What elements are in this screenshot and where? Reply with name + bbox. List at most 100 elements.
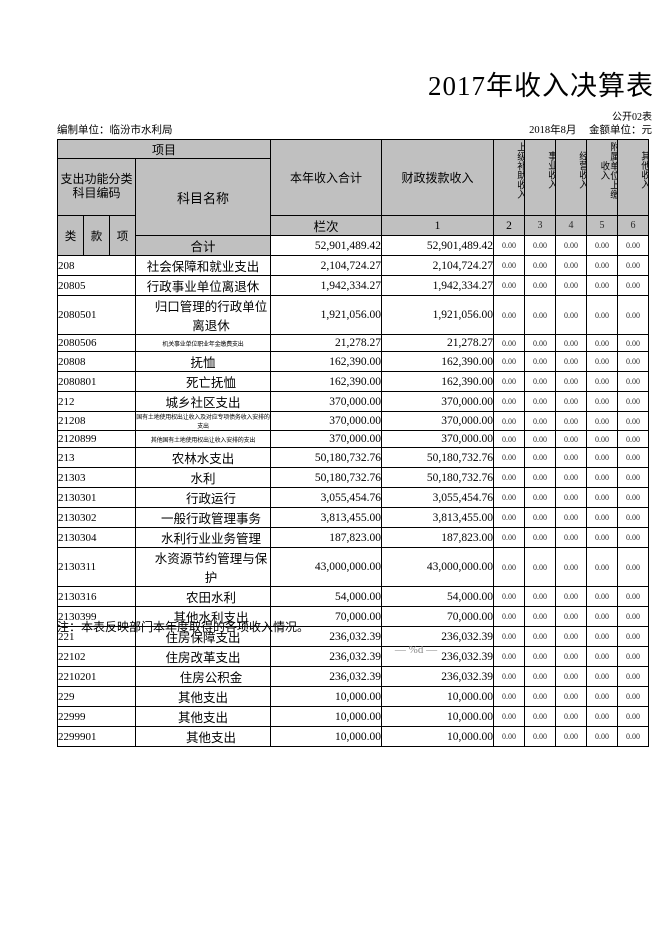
table-note: 注：本表反映部门本年度取得的各项收入情况。: [57, 620, 310, 634]
row-year-total: 236,032.39: [270, 646, 383, 667]
header-row-2: 支出功能分类科目编码 科目名称: [57, 158, 649, 236]
row-superior-subsidy: 0.00: [493, 686, 526, 707]
row-fiscal-appropriation: 10,000.00: [381, 686, 495, 707]
total-label: 合计: [134, 235, 272, 256]
row-code: 2120899: [57, 430, 136, 448]
income-settlement-table: 项目 本年收入合计 财政拨款收入 上级补助收入 事业收入 经营收入 附属单位上缴…: [56, 139, 650, 747]
row-fiscal-appropriation: 162,390.00: [381, 371, 495, 392]
header-row-lanci: 类 款 项 栏次 1 2 3 4 5 6 7: [57, 215, 650, 256]
row-year-total: 10,000.00: [270, 726, 383, 747]
row-business-income: 0.00: [524, 706, 557, 727]
row-business-income: 0.00: [524, 255, 557, 276]
table-row: 20805 行政事业单位离退休 1,942,334.27 1,942,334.27 0.…: [57, 275, 650, 296]
header-operating-income: 经营收入: [555, 139, 588, 216]
row-code: 20808: [57, 351, 136, 372]
row-superior-subsidy: 0.00: [493, 255, 526, 276]
header-code-lei: 类: [57, 215, 84, 256]
row-business-income: 0.00: [524, 646, 557, 667]
row-year-total: 162,390.00: [270, 351, 383, 372]
row-subject-name: 水利行业业务管理: [134, 527, 272, 548]
row-affiliated-unit: 0.00: [586, 411, 619, 431]
row-other-income: 0.00: [617, 646, 650, 667]
row-business-income: 0.00: [524, 275, 557, 296]
row-operating-income: 0.00: [555, 334, 588, 352]
row-year-total: 50,180,732.76: [270, 467, 383, 488]
row-other-income: 0.00: [617, 391, 650, 412]
row-operating-income: 0.00: [555, 275, 588, 296]
row-other-income: 0.00: [617, 487, 650, 508]
row-business-income: 0.00: [524, 371, 557, 392]
row-subject-name: 归口管理的行政单位离退休: [134, 295, 272, 335]
row-fiscal-appropriation: 370,000.00: [381, 430, 495, 448]
row-subject-name: 其他支出: [134, 686, 272, 707]
table-row: 2120899 其他国有土地使用权出让收入安排的支出 370,000.00 370,0…: [57, 430, 650, 448]
row-operating-income: 0.00: [555, 706, 588, 727]
row-code: 212: [57, 391, 136, 412]
table-row: 2299901 其他支出 10,000.00 10,000.00 0.00 0.00 0.0…: [57, 726, 650, 747]
lanci-num-5: 5: [586, 215, 619, 236]
row-affiliated-unit: 0.00: [586, 726, 619, 747]
page-title: 2017年收入决算表: [428, 71, 654, 101]
row-code: 2210201: [57, 666, 136, 687]
row-subject-name: 住房改革支出: [134, 646, 272, 667]
row-superior-subsidy: 0.00: [493, 527, 526, 548]
row-subject-name: 行政事业单位离退休: [134, 275, 272, 296]
row-superior-subsidy: 0.00: [493, 275, 526, 296]
row-affiliated-unit: 0.00: [586, 706, 619, 727]
row-affiliated-unit: 0.00: [586, 626, 619, 647]
total-year-total: 52,901,489.42: [270, 235, 383, 256]
row-business-income: 0.00: [524, 586, 557, 607]
row-subject-name: 城乡社区支出: [134, 391, 272, 412]
table-row: 22999 其他支出 10,000.00 10,000.00 0.00 0.00 0.00 0…: [57, 706, 650, 727]
header-affiliated-unit-income: 附属单位上缴收入: [586, 139, 619, 216]
header-expenditure-code-group: 支出功能分类科目编码: [57, 158, 136, 216]
row-operating-income: 0.00: [555, 507, 588, 528]
lanci-num-1: 1: [381, 215, 495, 236]
row-other-income: 0.00: [617, 467, 650, 488]
row-affiliated-unit: 0.00: [586, 586, 619, 607]
date-and-unit: 2018年8月 金额单位：元: [519, 122, 652, 137]
row-superior-subsidy: 0.00: [493, 371, 526, 392]
row-affiliated-unit: 0.00: [586, 467, 619, 488]
row-operating-income: 0.00: [555, 487, 588, 508]
row-affiliated-unit: 0.00: [586, 371, 619, 392]
header-row-1: 项目 本年收入合计 财政拨款收入 上级补助收入 事业收入 经营收入 附属单位上缴…: [56, 139, 650, 216]
table-row: 2130301 行政运行 3,055,454.76 3,055,454.76 0.00 0…: [57, 487, 650, 508]
row-year-total: 370,000.00: [270, 430, 383, 448]
row-year-total: 162,390.00: [270, 371, 383, 392]
form-number: 公开02表: [612, 112, 652, 123]
row-business-income: 0.00: [524, 391, 557, 412]
row-code: 221: [57, 626, 136, 647]
row-affiliated-unit: 0.00: [586, 547, 619, 587]
row-affiliated-unit: 0.00: [586, 295, 619, 335]
row-other-income: 0.00: [617, 351, 650, 372]
row-operating-income: 0.00: [555, 606, 588, 627]
row-superior-subsidy: 0.00: [493, 351, 526, 372]
header-subject-name: 科目名称: [134, 158, 272, 236]
total-fiscal-appropriation: 52,901,489.42: [381, 235, 495, 256]
row-code: 2130316: [57, 586, 136, 607]
header-project-group: 项目: [56, 139, 272, 159]
row-other-income: 0.00: [617, 411, 650, 431]
row-superior-subsidy: 0.00: [493, 507, 526, 528]
row-fiscal-appropriation: 54,000.00: [381, 586, 495, 607]
row-fiscal-appropriation: 10,000.00: [381, 726, 495, 747]
row-operating-income: 0.00: [555, 586, 588, 607]
row-fiscal-appropriation: 3,055,454.76: [381, 487, 495, 508]
row-year-total: 10,000.00: [270, 706, 383, 727]
row-fiscal-appropriation: 370,000.00: [381, 411, 495, 431]
lanci-num-6: 6: [617, 215, 650, 236]
row-fiscal-appropriation: 370,000.00: [381, 391, 495, 412]
lanci-num-2: 2: [493, 215, 526, 236]
row-business-income: 0.00: [524, 626, 557, 647]
row-operating-income: 0.00: [555, 391, 588, 412]
row-other-income: 0.00: [617, 606, 650, 627]
row-superior-subsidy: 0.00: [493, 430, 526, 448]
header-fiscal-appropriation: 财政拨款收入: [381, 139, 495, 216]
table-row: 2130302 一般行政管理事务 3,813,455.00 3,813,455.00 0…: [57, 507, 650, 528]
row-year-total: 370,000.00: [270, 391, 383, 412]
row-operating-income: 0.00: [555, 726, 588, 747]
row-code: 22999: [57, 706, 136, 727]
row-affiliated-unit: 0.00: [586, 527, 619, 548]
